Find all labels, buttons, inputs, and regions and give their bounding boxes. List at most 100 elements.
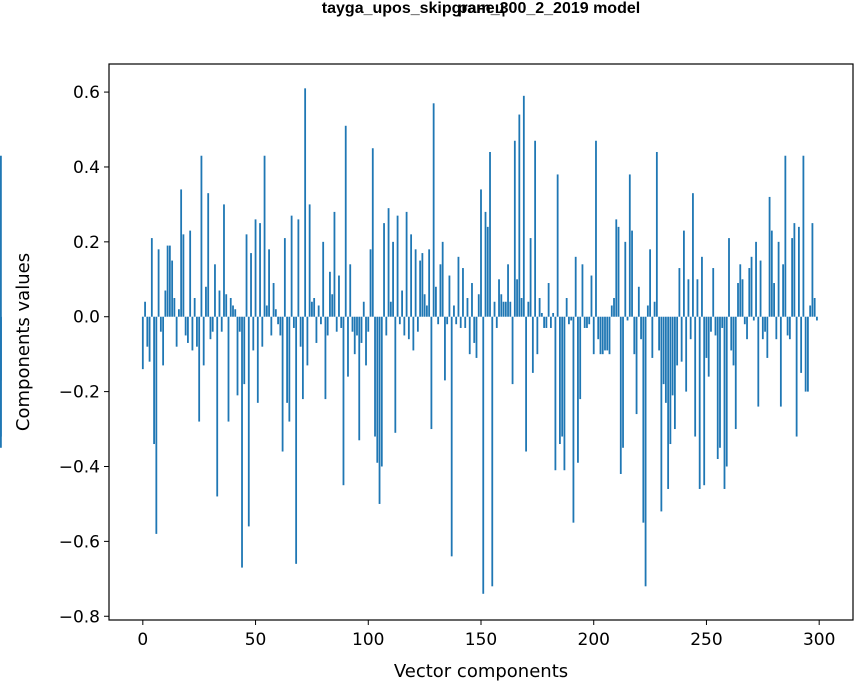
- bar-173: [531, 316, 534, 373]
- bar-258: [723, 316, 726, 489]
- bar-129: [432, 103, 435, 317]
- x-tick-label: 100: [352, 630, 384, 650]
- bar-203: [599, 316, 602, 355]
- bar-78: [317, 305, 320, 317]
- bar-99: [365, 316, 367, 366]
- bar-13: [171, 260, 174, 317]
- bar-239: [680, 316, 683, 362]
- y-tick-label: 0.6: [73, 83, 100, 103]
- bar-232: [664, 316, 667, 403]
- bar-143: [464, 316, 467, 328]
- x-tick-label: 200: [578, 630, 610, 650]
- bar-223: [644, 316, 647, 587]
- bar-231: [662, 316, 665, 385]
- bar-249: [703, 316, 706, 486]
- bar-292: [800, 316, 803, 373]
- bar-101: [369, 249, 372, 317]
- bar-136: [448, 275, 451, 317]
- bar-15: [175, 316, 178, 347]
- bar-253: [712, 268, 715, 317]
- bar-48: [250, 253, 252, 317]
- bar-272: [755, 241, 757, 317]
- bar-148: [475, 316, 478, 358]
- bar-179: [545, 316, 548, 328]
- bar-119: [410, 234, 413, 317]
- bar-2: [146, 316, 149, 347]
- bar-275: [761, 316, 764, 340]
- bar-170: [525, 316, 527, 452]
- bar-4: [150, 238, 153, 317]
- bar-60: [277, 316, 279, 325]
- bar-26: [200, 155, 203, 317]
- bar-45: [243, 316, 246, 385]
- bar-280: [773, 283, 775, 317]
- bar-263: [734, 316, 737, 430]
- bar-undefined: [0, 155, 2, 317]
- bar-151: [482, 316, 485, 594]
- bar-291: [797, 226, 800, 317]
- bar-257: [721, 316, 724, 328]
- bar-158: [498, 279, 500, 317]
- bar-92: [349, 264, 352, 317]
- bar-124: [421, 253, 424, 317]
- bar-6: [155, 316, 158, 534]
- bar-199: [590, 275, 593, 317]
- bar-59: [274, 309, 277, 317]
- bar-234: [669, 316, 672, 445]
- bar-297: [811, 223, 814, 317]
- bar-153: [486, 226, 489, 317]
- bar-245: [694, 316, 697, 437]
- bar-24: [196, 316, 198, 347]
- bar-155: [491, 316, 494, 587]
- bar-93: [351, 316, 354, 332]
- bar-96: [358, 316, 361, 441]
- y-axis-label: Components values: [13, 253, 34, 431]
- bar-204: [601, 316, 604, 355]
- bar-65: [288, 316, 291, 422]
- bar-107: [383, 223, 385, 317]
- bar-295: [807, 316, 809, 392]
- chart-title-line-1: ранец: [457, 0, 505, 17]
- bar-42: [236, 316, 239, 396]
- bar-53: [261, 316, 264, 347]
- bar-268: [746, 316, 748, 340]
- bar-125: [423, 294, 426, 317]
- bar-296: [809, 305, 812, 317]
- bar-269: [748, 268, 751, 317]
- bar-178: [543, 316, 546, 328]
- bar-102: [371, 148, 374, 317]
- bar-139: [455, 316, 458, 325]
- bar-76: [313, 298, 316, 317]
- bar-39: [229, 298, 232, 317]
- bar-198: [588, 316, 591, 325]
- x-tick-label: 50: [245, 630, 267, 650]
- bar-276: [764, 316, 766, 332]
- bar-106: [380, 316, 383, 467]
- bar-118: [407, 316, 410, 340]
- bar-156: [493, 301, 496, 317]
- bar-134: [444, 316, 446, 381]
- bar-7: [157, 249, 160, 317]
- bar-50: [254, 219, 257, 317]
- bar-168: [520, 298, 523, 317]
- bar-286: [786, 316, 789, 336]
- bar-189: [568, 316, 570, 325]
- bar-150: [480, 189, 482, 317]
- bar-54: [263, 155, 266, 317]
- bar-56: [268, 249, 270, 317]
- bar-71: [301, 316, 304, 400]
- bar-123: [419, 260, 422, 317]
- y-tick-label: −0.6: [59, 532, 100, 552]
- bar-undefined: [0, 316, 2, 381]
- x-axis-label: Vector components: [394, 661, 568, 682]
- bar-233: [667, 316, 670, 489]
- bar-262: [732, 316, 735, 366]
- bar-77: [315, 316, 318, 343]
- bar-194: [579, 316, 582, 400]
- bar-98: [362, 301, 365, 317]
- y-tick-label: −0.8: [59, 607, 100, 627]
- bar-212: [619, 316, 622, 474]
- bar-138: [453, 305, 455, 317]
- bar-242: [687, 279, 690, 317]
- bar-28: [205, 286, 207, 317]
